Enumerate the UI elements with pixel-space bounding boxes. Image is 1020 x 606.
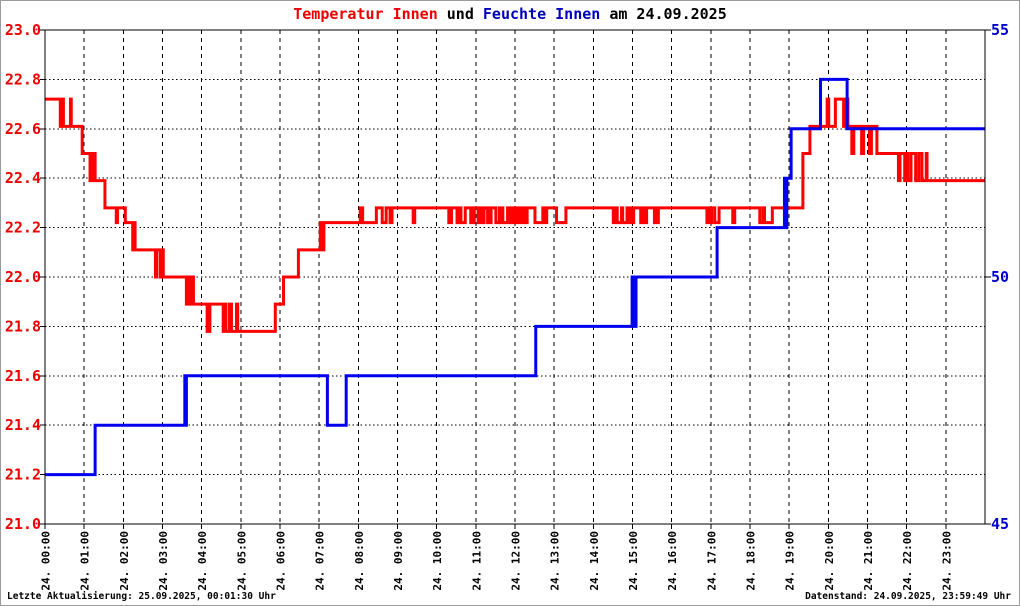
x-axis-label: 24. 03:00 (157, 531, 170, 591)
x-axis-label: 24. 22:00 (901, 531, 914, 591)
x-axis-label: 24. 08:00 (353, 531, 366, 591)
chart-title-humidity: Feuchte Innen (482, 5, 601, 23)
x-axis-label: 24. 16:00 (666, 531, 679, 591)
axis-ticks (40, 29, 991, 529)
x-axis-label: 24. 10:00 (431, 531, 444, 591)
footer-last-update: Letzte Aktualisierung: 25.09.2025, 00:01… (7, 591, 276, 602)
x-axis-label: 24. 14:00 (588, 531, 601, 591)
x-axis-label: 24. 13:00 (549, 531, 562, 591)
y-axis-left-label: 22.0 (5, 268, 41, 286)
x-axis-label: 24. 12:00 (510, 531, 523, 591)
temperature-series-line (45, 97, 985, 333)
y-axis-right-labels: 55 50 45 (991, 21, 1009, 533)
x-axis-label: 24. 04:00 (196, 531, 209, 591)
y-axis-left-label: 21.2 (5, 466, 41, 484)
x-axis-label: 24. 00:00 (40, 531, 53, 591)
x-axis-label: 24. 02:00 (118, 531, 131, 591)
y-axis-left-label: 22.8 (5, 70, 41, 88)
x-axis-label: 24. 15:00 (627, 531, 640, 591)
y-axis-left-label: 21.4 (5, 416, 41, 434)
x-axis-label: 24. 11:00 (470, 531, 483, 591)
x-axis-label: 24. 19:00 (784, 531, 797, 591)
chart-title-date: am 24.09.2025 (600, 5, 727, 23)
y-axis-left-label: 21.0 (5, 515, 41, 533)
x-axis-label: 24. 09:00 (392, 531, 405, 591)
y-axis-right-label: 45 (991, 515, 1009, 533)
y-axis-right-label: 55 (991, 21, 1009, 39)
chart-title-temperature: Temperatur Innen (293, 5, 438, 23)
x-axis-label: 24. 06:00 (275, 531, 288, 591)
y-axis-left-labels: 23.0 22.8 22.6 22.4 22.2 22.0 21.8 21.6 21.4 21.2… (5, 21, 41, 533)
x-axis-label: 24. 23:00 (940, 531, 953, 591)
footer-data-timestamp: Datenstand: 24.09.2025, 23:59:49 Uhr (805, 591, 1011, 602)
chart-title-und: und (437, 5, 483, 23)
x-axis-label: 24. 07:00 (314, 531, 327, 591)
x-axis-label: 24. 05:00 (235, 531, 248, 591)
y-axis-left-label: 22.4 (5, 169, 41, 187)
y-axis-left-label: 22.6 (5, 120, 41, 138)
x-axis-label: 24. 20:00 (823, 531, 836, 591)
x-axis-labels: 24. 00:00 24. 01:00 24. 02:00 24. 03:00 24. … (40, 531, 954, 591)
x-axis-label: 24. 21:00 (862, 531, 875, 591)
chart-title: Temperatur Innen und Feuchte Innen am 24… (1, 5, 1019, 23)
x-axis-label: 24. 01:00 (79, 531, 92, 591)
humidity-series-line (45, 77, 985, 477)
y-axis-left-label: 21.6 (5, 367, 41, 385)
y-axis-left-label: 22.2 (5, 219, 41, 237)
x-axis-label: 24. 18:00 (745, 531, 758, 591)
y-axis-left-label: 21.8 (5, 317, 41, 335)
y-axis-left-label: 23.0 (5, 21, 41, 39)
x-axis-label: 24. 17:00 (705, 531, 718, 591)
y-axis-right-label: 50 (991, 268, 1009, 286)
